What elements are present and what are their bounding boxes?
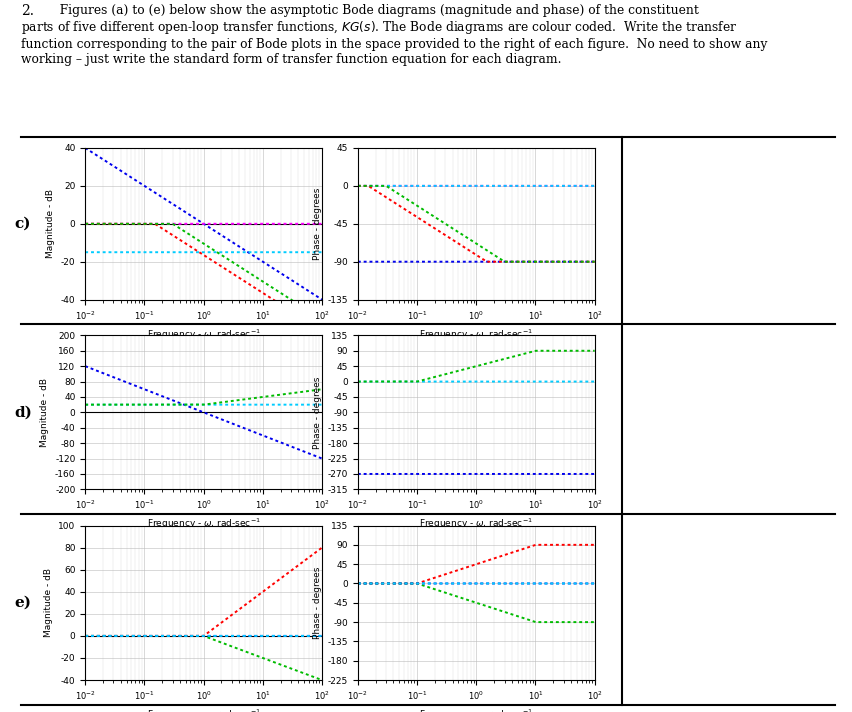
Y-axis label: Phase - degrees: Phase - degrees xyxy=(313,376,322,449)
X-axis label: Frequency - $\omega$, rad-sec$^{-1}$: Frequency - $\omega$, rad-sec$^{-1}$ xyxy=(147,328,261,342)
X-axis label: Frequency - $\omega$, rad-sec$^{-1}$: Frequency - $\omega$, rad-sec$^{-1}$ xyxy=(147,517,261,531)
Y-axis label: Magnitude - dB: Magnitude - dB xyxy=(46,189,55,258)
X-axis label: Frequency - $\omega$, rad-sec$^{-1}$: Frequency - $\omega$, rad-sec$^{-1}$ xyxy=(147,708,261,712)
X-axis label: Frequency - $\omega$, rad-sec$^{-1}$: Frequency - $\omega$, rad-sec$^{-1}$ xyxy=(419,328,533,342)
Text: Figures (a) to (e) below show the asymptotic Bode diagrams (magnitude and phase): Figures (a) to (e) below show the asympt… xyxy=(21,4,768,66)
Y-axis label: Phase - degrees: Phase - degrees xyxy=(313,567,322,639)
X-axis label: Frequency - $\omega$, rad-sec$^{-1}$: Frequency - $\omega$, rad-sec$^{-1}$ xyxy=(419,517,533,531)
Text: 2.: 2. xyxy=(21,4,34,18)
Y-axis label: Magnitude - dB: Magnitude - dB xyxy=(43,568,53,637)
Y-axis label: Magnitude - dB: Magnitude - dB xyxy=(40,378,49,447)
Text: d): d) xyxy=(14,405,32,419)
Y-axis label: Phase - degrees: Phase - degrees xyxy=(313,187,322,260)
X-axis label: Frequency - $\omega$, rad-sec$^{-1}$: Frequency - $\omega$, rad-sec$^{-1}$ xyxy=(419,708,533,712)
Text: e): e) xyxy=(14,596,32,609)
Text: c): c) xyxy=(14,216,31,231)
